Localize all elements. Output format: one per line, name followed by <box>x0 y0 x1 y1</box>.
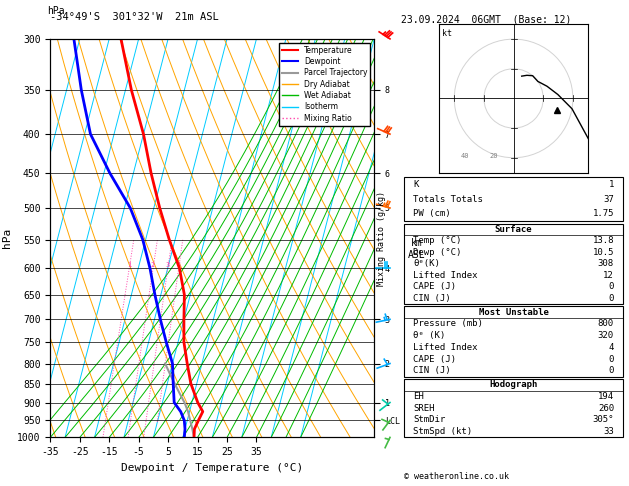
Text: StmSpd (kt): StmSpd (kt) <box>413 427 472 436</box>
Text: θᵉ(K): θᵉ(K) <box>413 259 440 268</box>
Text: 0: 0 <box>609 366 614 375</box>
Text: 260: 260 <box>598 404 614 413</box>
Text: -34°49'S  301°32'W  21m ASL: -34°49'S 301°32'W 21m ASL <box>50 12 219 22</box>
Text: 3: 3 <box>165 262 170 268</box>
Text: 4: 4 <box>177 262 181 268</box>
Text: kt: kt <box>442 29 452 38</box>
Text: 20: 20 <box>490 153 498 159</box>
Text: Dewp (°C): Dewp (°C) <box>413 248 462 257</box>
Text: Surface: Surface <box>495 225 532 234</box>
Text: 12: 12 <box>603 271 614 279</box>
Text: 800: 800 <box>598 319 614 329</box>
Legend: Temperature, Dewpoint, Parcel Trajectory, Dry Adiabat, Wet Adiabat, Isotherm, Mi: Temperature, Dewpoint, Parcel Trajectory… <box>279 43 370 125</box>
Text: 33: 33 <box>603 427 614 436</box>
Text: Totals Totals: Totals Totals <box>413 195 483 204</box>
Text: 1.75: 1.75 <box>593 209 614 218</box>
Text: Most Unstable: Most Unstable <box>479 308 548 316</box>
Text: 0: 0 <box>609 354 614 364</box>
Text: Lifted Index: Lifted Index <box>413 271 477 279</box>
Text: Pressure (mb): Pressure (mb) <box>413 319 483 329</box>
Text: CAPE (J): CAPE (J) <box>413 354 456 364</box>
Text: 4: 4 <box>609 343 614 352</box>
Text: 305°: 305° <box>593 416 614 424</box>
Text: 2: 2 <box>151 262 155 268</box>
Text: Temp (°C): Temp (°C) <box>413 236 462 245</box>
Text: θᵉ (K): θᵉ (K) <box>413 331 445 340</box>
Text: © weatheronline.co.uk: © weatheronline.co.uk <box>404 472 509 481</box>
Text: Lifted Index: Lifted Index <box>413 343 477 352</box>
Text: 1: 1 <box>609 180 614 189</box>
Text: 40: 40 <box>460 153 469 159</box>
Text: hPa: hPa <box>47 6 65 16</box>
Text: CIN (J): CIN (J) <box>413 366 451 375</box>
Text: SREH: SREH <box>413 404 435 413</box>
Text: CIN (J): CIN (J) <box>413 294 451 302</box>
Text: 23.09.2024  06GMT  (Base: 12): 23.09.2024 06GMT (Base: 12) <box>401 15 572 25</box>
Text: CAPE (J): CAPE (J) <box>413 282 456 291</box>
Text: 37: 37 <box>603 195 614 204</box>
Text: 13.8: 13.8 <box>593 236 614 245</box>
Text: 308: 308 <box>598 259 614 268</box>
Text: StmDir: StmDir <box>413 416 445 424</box>
Text: PW (cm): PW (cm) <box>413 209 451 218</box>
Text: Hodograph: Hodograph <box>489 381 538 389</box>
Y-axis label: km
ASL: km ASL <box>408 238 425 260</box>
Text: 10.5: 10.5 <box>593 248 614 257</box>
Text: 320: 320 <box>598 331 614 340</box>
Text: Mixing Ratio (g/kg): Mixing Ratio (g/kg) <box>377 191 386 286</box>
Text: 194: 194 <box>598 392 614 401</box>
Text: EH: EH <box>413 392 424 401</box>
Text: 0: 0 <box>609 294 614 302</box>
Text: K: K <box>413 180 418 189</box>
Text: 1: 1 <box>127 262 131 268</box>
Y-axis label: hPa: hPa <box>1 228 11 248</box>
X-axis label: Dewpoint / Temperature (°C): Dewpoint / Temperature (°C) <box>121 463 303 473</box>
Text: 0: 0 <box>609 282 614 291</box>
